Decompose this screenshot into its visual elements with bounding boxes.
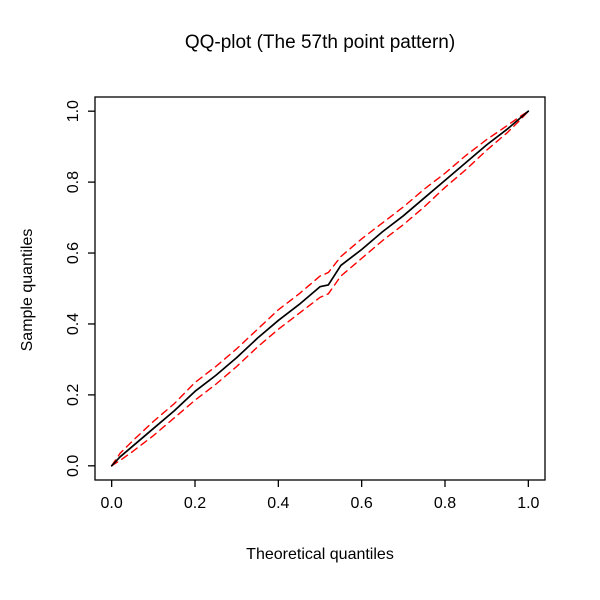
x-axis-label: Theoretical quantiles	[246, 546, 394, 563]
y-tick-label: 0.4	[65, 313, 82, 335]
y-tick-label: 0.8	[65, 171, 82, 193]
y-tick-label: 0.6	[65, 242, 82, 264]
series-envelope-lower	[110, 110, 530, 467]
x-tick-label: 0.2	[184, 495, 206, 512]
series-observed	[110, 110, 530, 467]
x-tick-label: 0.4	[267, 495, 289, 512]
x-tick-label: 0.0	[101, 495, 123, 512]
y-tick-label: 0.0	[65, 455, 82, 477]
x-tick-label: 0.8	[434, 495, 456, 512]
x-tick-label: 0.6	[351, 495, 373, 512]
y-tick-label: 0.2	[65, 384, 82, 406]
series-envelope-upper	[110, 110, 530, 467]
plot-box	[94, 96, 546, 481]
y-tick-label: 1.0	[65, 100, 82, 122]
plot-title: QQ-plot (The 57th point pattern)	[184, 32, 456, 53]
y-axis-label: Sample quantiles	[19, 228, 36, 352]
x-tick-label: 1.0	[517, 495, 539, 512]
